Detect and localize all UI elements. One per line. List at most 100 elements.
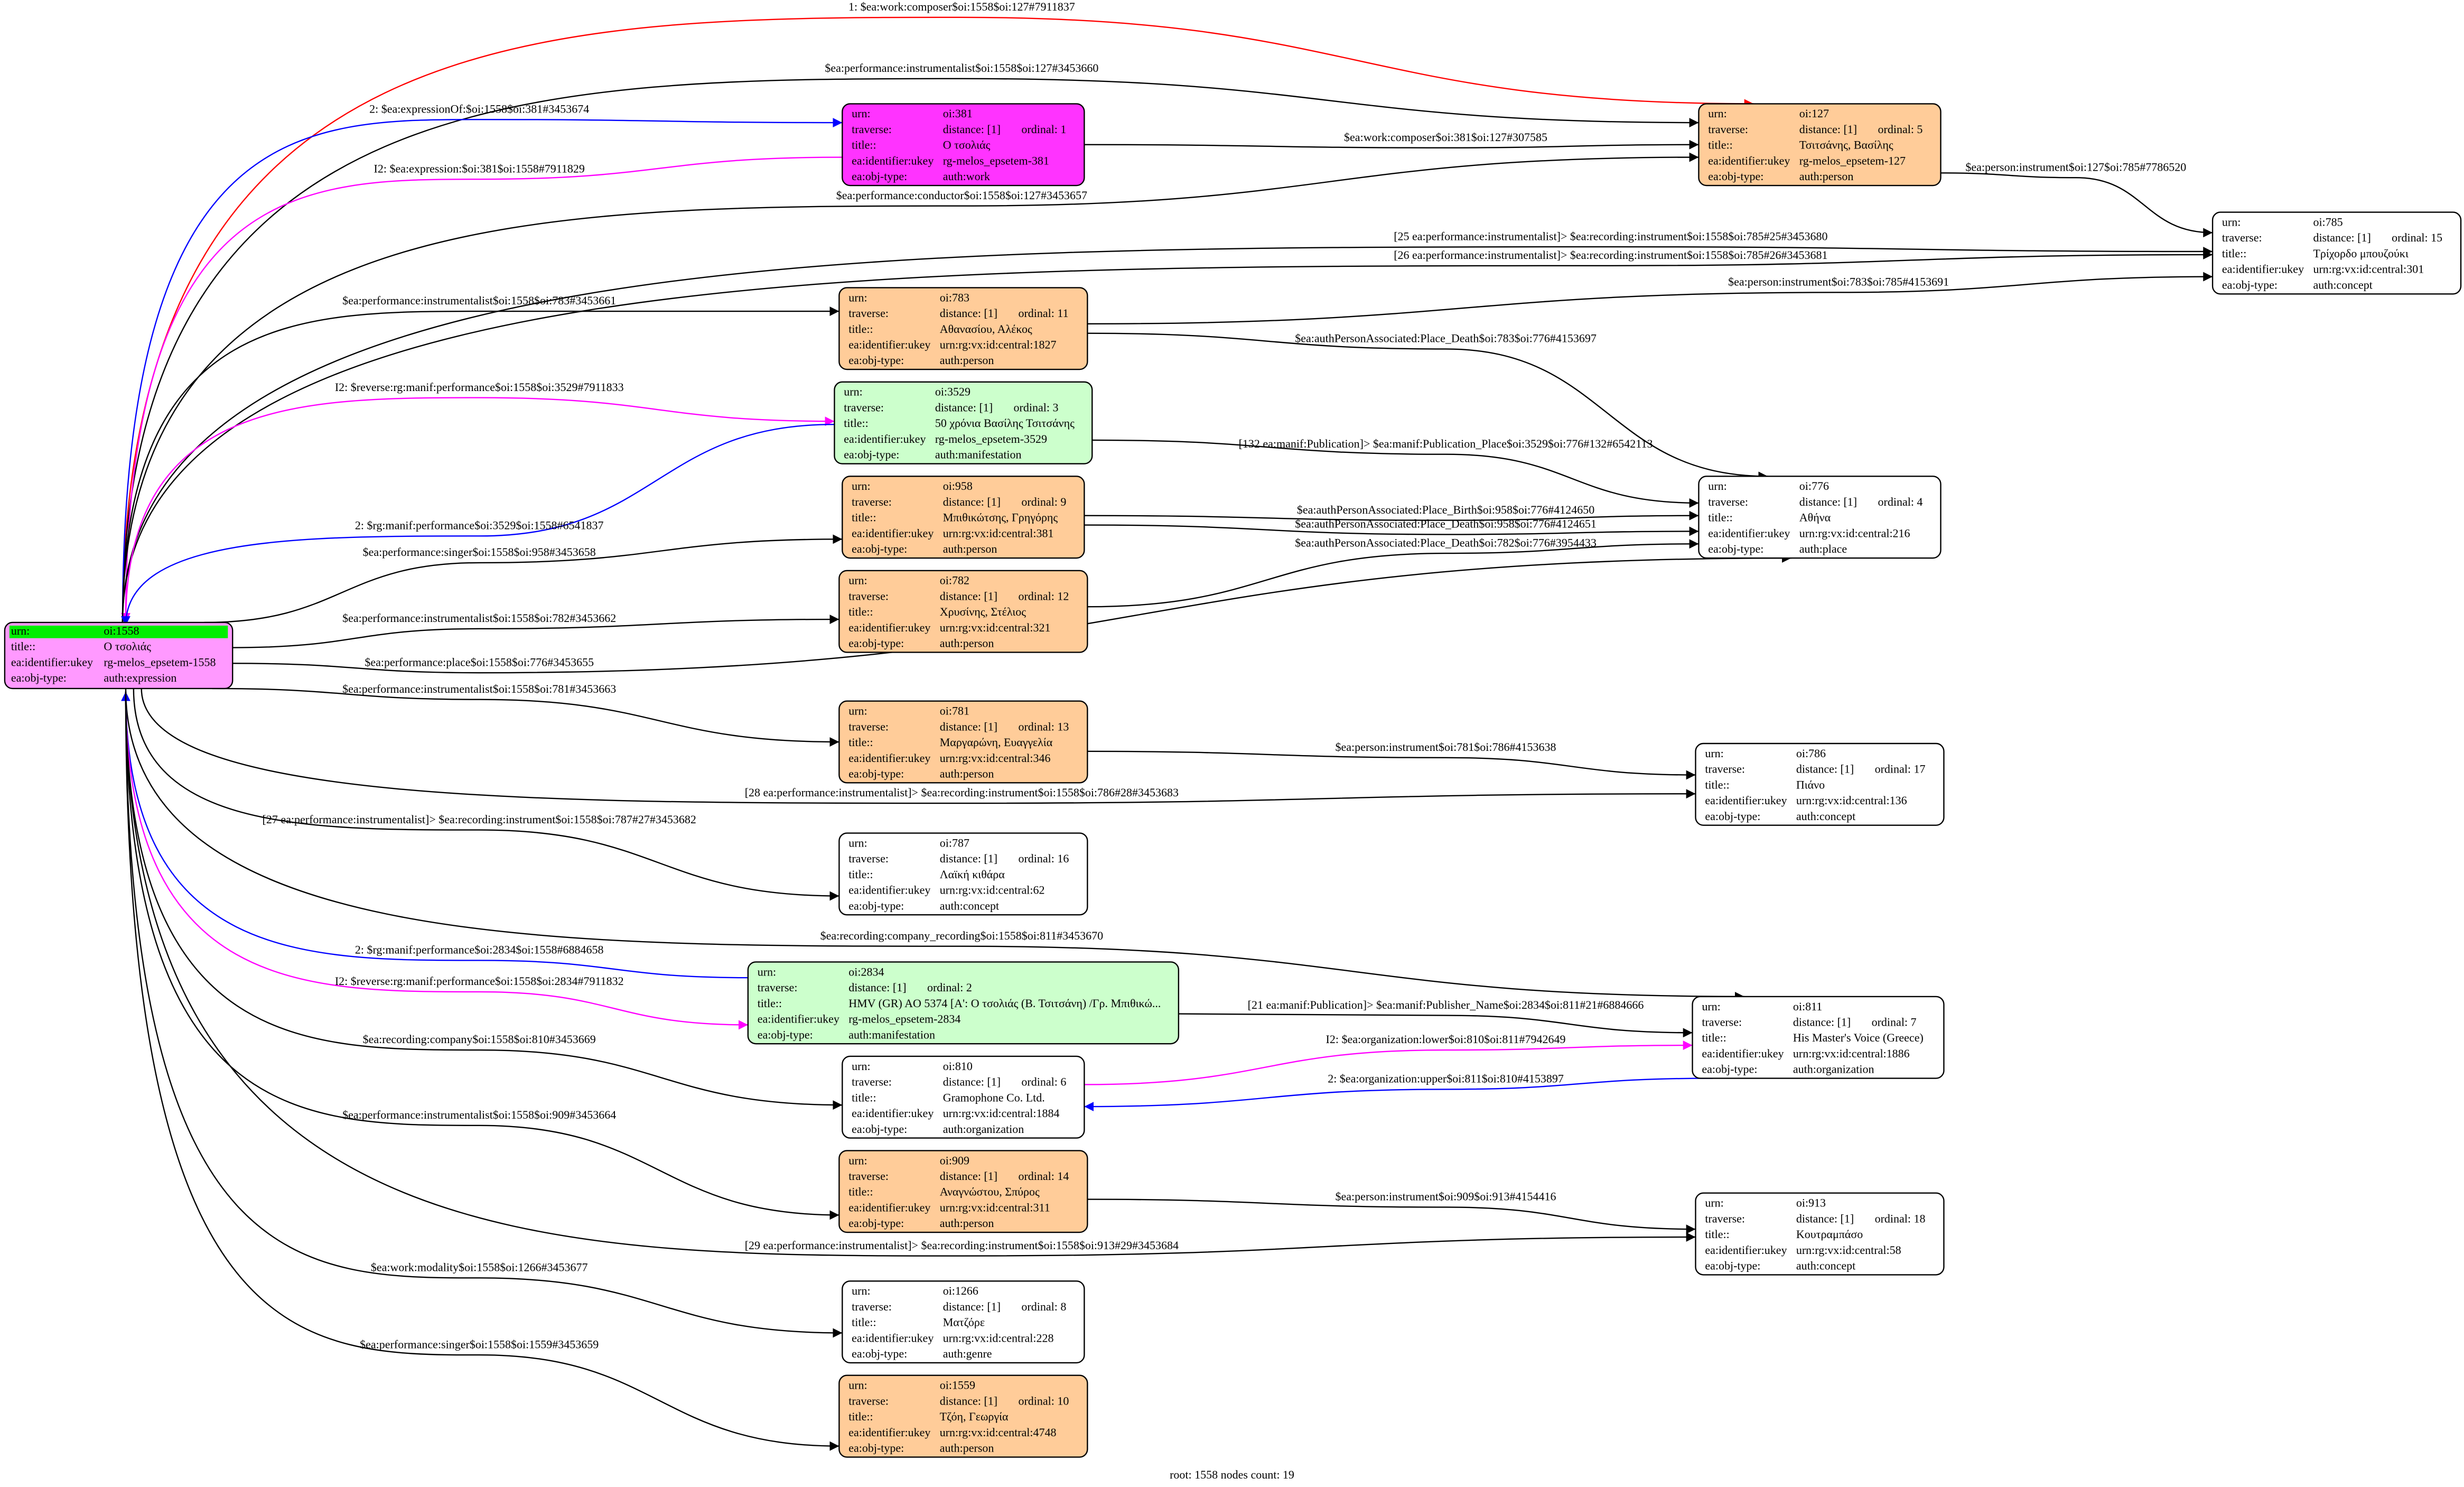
row-label: ea:obj-type: [852, 542, 907, 555]
row-label: title:: [848, 1185, 873, 1198]
row-value: distance: [1] [943, 1300, 1001, 1313]
row-value: ordinal: 12 [1018, 589, 1069, 602]
edge [232, 553, 1791, 674]
edge-label: $ea:performance:instrumentalist$oi:1558$… [342, 611, 616, 625]
edge [122, 78, 1699, 622]
row-label: traverse: [848, 589, 889, 602]
row-value: rg-melos_epsetem-381 [943, 154, 1049, 167]
row-value: auth:concept [1796, 1259, 1855, 1272]
edges: 1: $ea:work:composer$oi:1558$oi:127#7911… [121, 0, 2213, 1451]
node [838, 287, 1088, 370]
edge-label: I2: $ea:expression:$oi:381$oi:1558#79118… [374, 162, 585, 175]
edge [125, 691, 843, 1110]
row-value: ordinal: 8 [1021, 1300, 1066, 1313]
row-value: distance: [1] [1796, 763, 1854, 776]
row-label: urn: [848, 1379, 867, 1392]
row-value: Αθήνα [1799, 511, 1831, 524]
edge [141, 688, 1696, 804]
row-label: urn: [852, 1284, 870, 1297]
edge [1087, 332, 1768, 481]
row-value: ordinal: 16 [1018, 852, 1069, 865]
edge-label: [132 ea:manif:Publication]> $ea:manif:Pu… [1239, 437, 1653, 450]
row-value: rg-melos_epsetem-1558 [104, 655, 216, 668]
row-label: title:: [1708, 138, 1732, 152]
row-value: auth:organization [943, 1122, 1024, 1136]
edge [125, 691, 839, 1451]
row-value: rg-melos_epsetem-127 [1799, 154, 1906, 167]
row-value: Πιάνο [1796, 778, 1825, 791]
row-label: title:: [848, 736, 873, 749]
row-label: ea:obj-type: [1702, 1063, 1757, 1076]
row-value: auth:concept [940, 899, 999, 912]
row-value: Τσιτσάνης, Βασίλης [1799, 138, 1893, 152]
row-label: urn: [2222, 215, 2241, 228]
row-value: auth:person [940, 1442, 994, 1455]
edge-label: I2: $reverse:rg:manif:performance$oi:155… [335, 380, 624, 394]
node [1692, 996, 1945, 1079]
row-label: traverse: [852, 495, 892, 508]
row-value: ordinal: 5 [1878, 123, 1923, 136]
row-label: ea:identifier:ukey [844, 432, 926, 445]
edge [121, 691, 748, 979]
row-label: urn: [852, 107, 870, 120]
edge-label: $ea:authPersonAssociated:Place_Death$oi:… [1295, 332, 1597, 345]
row-label: urn: [848, 291, 867, 304]
row-value: Αναγνώστου, Σπύρος [940, 1185, 1040, 1198]
row-label: ea:identifier:ukey [1705, 1243, 1787, 1257]
row-value: distance: [1] [848, 981, 906, 994]
row-value: auth:person [940, 1216, 994, 1230]
edge [122, 16, 1754, 622]
row-label: ea:identifier:ukey [848, 621, 930, 634]
edge [1087, 750, 1696, 780]
row-value: distance: [1] [940, 589, 997, 602]
edge-label: $ea:performance:singer$oi:1558$oi:1559#3… [360, 1337, 599, 1351]
edge-label: $ea:person:instrument$oi:783$oi:785#4153… [1728, 275, 1949, 289]
row-label: urn: [1705, 747, 1723, 760]
row-value: oi:786 [1796, 747, 1826, 760]
row-label: title:: [848, 605, 873, 618]
row-label: title:: [1705, 778, 1729, 791]
row-value: Λαϊκή κιθάρα [940, 868, 1005, 881]
edge-label: $ea:performance:instrumentalist$oi:1558$… [342, 682, 616, 695]
row-value: urn:rg:vx:id:central:62 [940, 884, 1045, 897]
edge [122, 250, 2213, 622]
row-value: auth:manifestation [935, 448, 1022, 461]
edge-label: 2: $ea:expressionOf:$oi:1558$oi:381#3453… [369, 102, 589, 115]
row-label: ea:obj-type: [848, 899, 904, 912]
row-label: ea:identifier:ukey [11, 655, 93, 668]
row-value: oi:776 [1799, 479, 1829, 492]
node [838, 700, 1088, 784]
edge-label: [21 ea:manif:Publication]> $ea:manif:Pub… [1248, 998, 1644, 1011]
edge-label: $ea:person:instrument$oi:781$oi:786#4153… [1336, 740, 1556, 754]
edge [204, 534, 843, 624]
edge [125, 397, 835, 622]
row-label: traverse: [852, 1075, 892, 1089]
row-label: title:: [848, 868, 873, 881]
row-value: oi:913 [1796, 1196, 1826, 1210]
row-value: auth:person [940, 354, 994, 367]
row-label: traverse: [848, 852, 889, 865]
edge-label: $ea:recording:company_recording$oi:1558$… [820, 929, 1104, 942]
row-label: title:: [758, 997, 782, 1010]
row-value: urn:rg:vx:id:central:311 [940, 1201, 1050, 1214]
row-value: ordinal: 17 [1875, 763, 1926, 776]
edge [212, 687, 839, 747]
row-label: urn: [11, 624, 30, 637]
row-value: Τρίχορδο μπουζούκι [2313, 247, 2409, 260]
row-label: urn: [1705, 1196, 1723, 1210]
edge [121, 156, 843, 622]
edge-label: [28 ea:performance:instrumentalist]> $ea… [745, 786, 1179, 799]
row-label: ea:identifier:ukey [848, 884, 930, 897]
row-label: ea:identifier:ukey [1708, 526, 1790, 540]
edge-label: $ea:performance:singer$oi:1558$oi:958#34… [363, 545, 596, 559]
row-label: ea:identifier:ukey [848, 1201, 930, 1214]
edge [1178, 1013, 1693, 1038]
row-label: urn: [1708, 479, 1726, 492]
row-value: auth:genre [943, 1347, 992, 1360]
row-value: oi:1558 [104, 624, 139, 637]
row-label: urn: [848, 836, 867, 849]
row-label: traverse: [1708, 123, 1748, 136]
